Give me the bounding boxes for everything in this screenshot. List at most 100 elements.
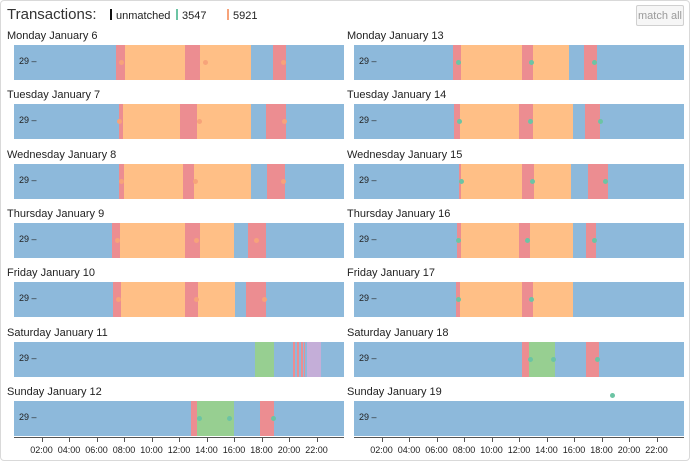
match-marker[interactable]	[118, 179, 124, 184]
timeline-row[interactable]: 29 –	[14, 342, 344, 377]
transaction-segment[interactable]	[461, 164, 522, 199]
match-marker[interactable]	[527, 357, 533, 362]
timeline-row[interactable]: 29 –	[14, 223, 344, 258]
transaction-segment[interactable]	[461, 45, 522, 80]
match-marker[interactable]	[281, 179, 286, 184]
transaction-segment[interactable]	[521, 282, 533, 317]
transaction-segment[interactable]	[519, 223, 530, 258]
transaction-segment[interactable]	[180, 104, 197, 139]
timeline-row[interactable]: 29 –	[354, 104, 684, 139]
transaction-segment[interactable]	[521, 45, 533, 80]
match-marker[interactable]	[282, 119, 288, 124]
transaction-segment[interactable]	[297, 342, 299, 377]
transaction-segment[interactable]	[260, 401, 274, 436]
match-marker[interactable]	[528, 60, 534, 65]
match-marker[interactable]	[281, 60, 286, 65]
transaction-segment[interactable]	[521, 342, 529, 377]
match-marker[interactable]	[550, 357, 556, 362]
transaction-segment[interactable]	[528, 342, 555, 377]
transaction-segment[interactable]	[586, 342, 599, 377]
match-marker[interactable]	[194, 297, 200, 302]
match-marker[interactable]	[597, 119, 603, 124]
match-marker[interactable]	[193, 179, 198, 184]
transaction-segment[interactable]	[267, 164, 285, 199]
transaction-segment[interactable]	[125, 45, 185, 80]
timeline-row[interactable]: 29 –	[14, 164, 344, 199]
timeline-row[interactable]: 29 –	[354, 164, 684, 199]
transaction-segment[interactable]	[196, 104, 251, 139]
transaction-segment[interactable]	[122, 104, 181, 139]
match-marker[interactable]	[114, 238, 120, 243]
match-marker[interactable]	[197, 416, 203, 421]
transaction-segment[interactable]	[194, 164, 251, 199]
transaction-segment[interactable]	[583, 45, 598, 80]
transaction-segment[interactable]	[184, 45, 200, 80]
match-marker[interactable]	[117, 119, 123, 124]
transaction-segment[interactable]	[459, 104, 519, 139]
transaction-segment[interactable]	[304, 342, 306, 377]
transaction-segment[interactable]	[246, 282, 266, 317]
match-marker[interactable]	[592, 60, 598, 65]
transaction-segment[interactable]	[316, 342, 321, 377]
transaction-segment[interactable]	[265, 104, 287, 139]
transaction-segment[interactable]	[198, 282, 236, 317]
timeline-row[interactable]: 29 –	[354, 342, 684, 377]
transaction-segment[interactable]	[272, 45, 287, 80]
match-marker[interactable]	[527, 119, 533, 124]
transaction-segment[interactable]	[461, 223, 519, 258]
match-marker[interactable]	[528, 297, 534, 302]
transaction-segment[interactable]	[587, 164, 609, 199]
transaction-segment[interactable]	[124, 164, 184, 199]
match-marker[interactable]	[594, 357, 600, 362]
timeline-row[interactable]: 29 –	[14, 401, 344, 436]
transaction-segment[interactable]	[459, 282, 522, 317]
transaction-segment[interactable]	[585, 104, 601, 139]
match-marker[interactable]	[194, 238, 200, 243]
transaction-segment[interactable]	[121, 282, 185, 317]
match-marker[interactable]	[253, 238, 259, 243]
transaction-segment[interactable]	[191, 401, 197, 436]
match-marker[interactable]	[118, 60, 124, 65]
match-marker[interactable]	[197, 119, 203, 124]
transaction-segment[interactable]	[183, 164, 195, 199]
match-marker[interactable]	[116, 297, 121, 302]
transaction-segment[interactable]	[530, 223, 573, 258]
transaction-segment[interactable]	[119, 223, 185, 258]
transaction-segment[interactable]	[532, 45, 569, 80]
match-marker[interactable]	[227, 416, 233, 421]
transaction-segment[interactable]	[293, 342, 295, 377]
timeline-row[interactable]: 29 –	[14, 104, 344, 139]
transaction-segment[interactable]	[306, 342, 317, 377]
match-marker[interactable]	[457, 119, 463, 124]
match-marker[interactable]	[592, 238, 598, 243]
transaction-segment[interactable]	[521, 164, 535, 199]
match-marker[interactable]	[261, 297, 267, 302]
match-marker[interactable]	[524, 238, 530, 243]
timeline-row[interactable]: 29 –	[354, 45, 684, 80]
match-marker[interactable]	[456, 60, 461, 65]
transaction-segment[interactable]	[199, 45, 251, 80]
transaction-segment[interactable]	[184, 282, 199, 317]
timeline-row[interactable]: 29 –	[354, 401, 684, 436]
match-marker[interactable]	[530, 179, 536, 184]
match-marker[interactable]	[456, 238, 461, 243]
timeline-row[interactable]: 29 –	[354, 223, 684, 258]
timeline-row[interactable]: 29 –	[14, 282, 344, 317]
transaction-segment[interactable]	[532, 104, 573, 139]
match-marker[interactable]	[603, 179, 609, 184]
transaction-segment[interactable]	[519, 104, 533, 139]
transaction-segment[interactable]	[184, 223, 200, 258]
transaction-segment[interactable]	[301, 342, 303, 377]
match-marker[interactable]	[610, 393, 615, 398]
timeline-row[interactable]: 29 –	[354, 282, 684, 317]
timeline-row[interactable]: 29 –	[14, 45, 344, 80]
match-marker[interactable]	[202, 60, 208, 65]
transaction-segment[interactable]	[254, 342, 274, 377]
match-marker[interactable]	[271, 416, 277, 421]
match-marker[interactable]	[458, 179, 464, 184]
transaction-segment[interactable]	[532, 282, 573, 317]
match-all-button[interactable]: match all	[636, 5, 684, 26]
transaction-segment[interactable]	[586, 223, 596, 258]
transaction-segment[interactable]	[199, 223, 234, 258]
match-marker[interactable]	[456, 297, 461, 302]
